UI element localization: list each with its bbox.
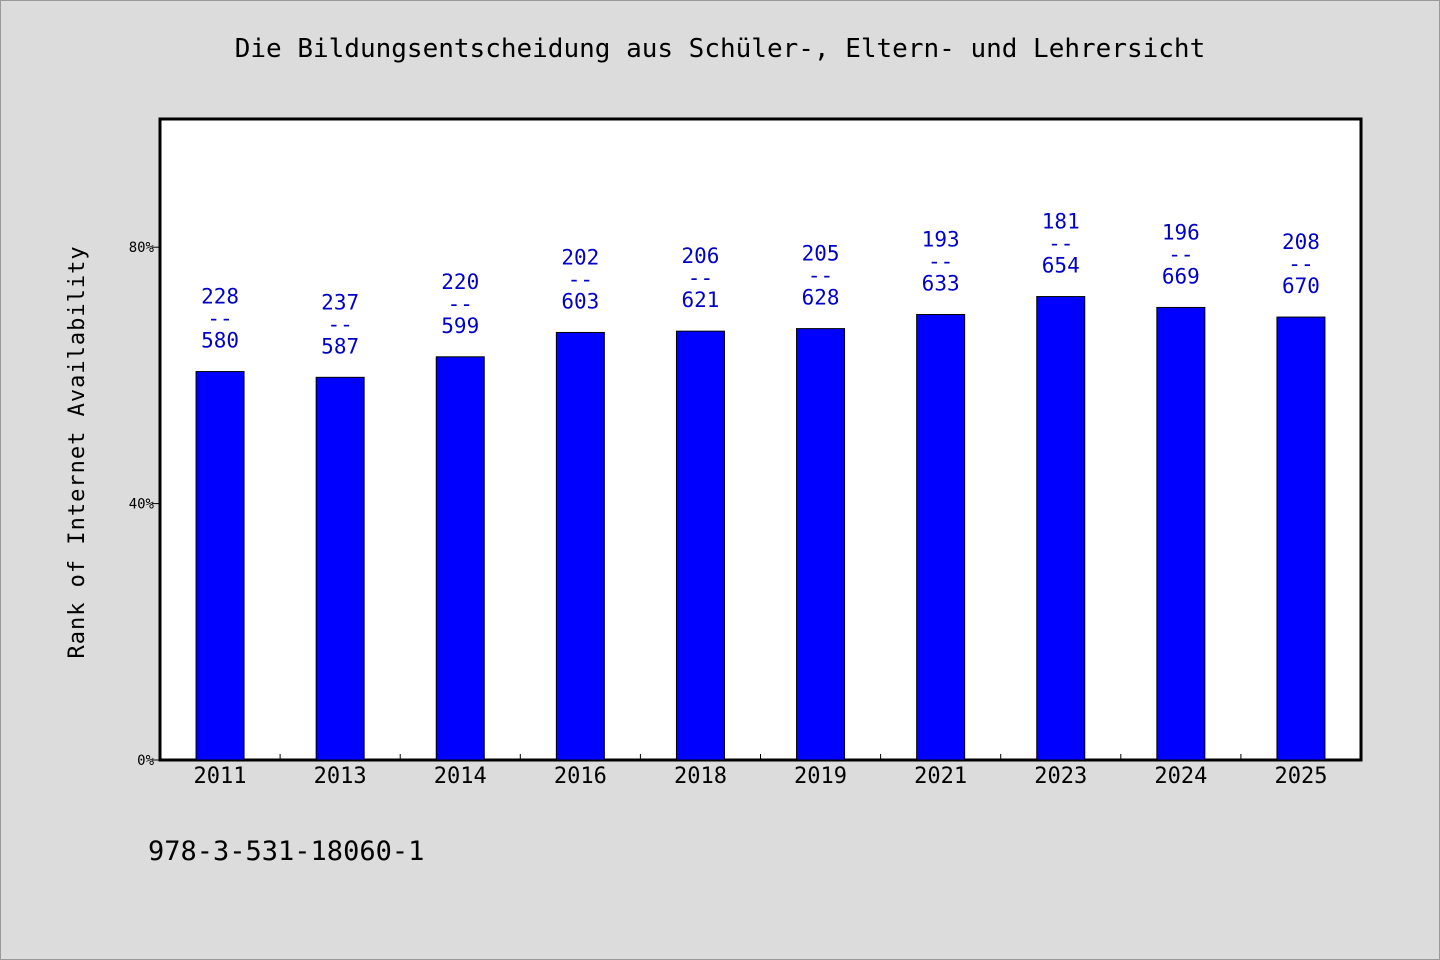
data-label-top: 202	[561, 245, 599, 269]
data-label-separator: --	[1048, 232, 1073, 256]
data-label-top: 181	[1042, 210, 1080, 234]
data-label-separator: --	[688, 266, 713, 290]
data-label-bottom: 633	[922, 272, 960, 296]
data-label-top: 237	[321, 290, 359, 314]
data-label-separator: --	[568, 267, 593, 291]
x-tick-label: 2011	[194, 764, 247, 789]
bar	[796, 328, 846, 761]
data-label-bottom: 670	[1282, 274, 1320, 298]
bar	[675, 330, 725, 761]
bar	[555, 331, 605, 761]
value-labels: 228--580237--587220--599202--603206--621…	[201, 210, 1320, 359]
x-tick-label: 2016	[554, 764, 607, 789]
data-label-separator: --	[928, 250, 953, 274]
data-label-top: 196	[1162, 220, 1200, 244]
y-tick-label: 0%	[137, 753, 154, 769]
bar	[1276, 316, 1326, 761]
data-label-separator: --	[808, 264, 833, 288]
data-label-separator: --	[207, 307, 232, 331]
x-tick-label: 2018	[674, 764, 727, 789]
data-label-bottom: 587	[321, 334, 359, 358]
y-axis-label: Rank of Internet Availability	[65, 245, 90, 658]
bar	[435, 356, 485, 761]
data-label-top: 205	[802, 242, 840, 266]
data-label-bottom: 603	[561, 289, 599, 313]
y-tick-label: 40%	[129, 497, 155, 513]
x-tick-label: 2023	[1034, 764, 1087, 789]
isbn-text: 978-3-531-18060-1	[148, 836, 425, 867]
y-tick-label: 80%	[129, 240, 155, 256]
x-tick-label: 2021	[914, 764, 967, 789]
data-label-bottom: 621	[681, 288, 719, 312]
bar	[916, 314, 966, 761]
chart-title: Die Bildungsentscheidung aus Schüler-, E…	[234, 34, 1206, 64]
data-label-top: 193	[922, 228, 960, 252]
data-label-bottom: 654	[1042, 254, 1080, 278]
data-label-separator: --	[448, 292, 473, 316]
x-axis: 2011 2013 2014 2016 2018 2019 2021 2023 2024 2025	[194, 754, 1327, 789]
x-tick-label: 2019	[794, 764, 847, 789]
x-tick-label: 2014	[434, 764, 487, 789]
data-label-bottom: 669	[1162, 264, 1200, 288]
data-label-top: 206	[681, 244, 719, 268]
bar	[195, 371, 245, 761]
data-label-bottom: 580	[201, 329, 239, 353]
data-label-top: 220	[441, 270, 479, 294]
data-label-separator: --	[1288, 252, 1313, 276]
data-label-bottom: 628	[802, 286, 840, 310]
y-axis: 0% 40% 80%	[129, 240, 160, 769]
data-label-separator: --	[328, 312, 353, 336]
x-tick-label: 2013	[314, 764, 367, 789]
data-label-top: 208	[1282, 230, 1320, 254]
data-label-bottom: 599	[441, 314, 479, 338]
bar	[1156, 306, 1206, 761]
data-label-top: 228	[201, 285, 239, 309]
x-tick-label: 2025	[1274, 764, 1327, 789]
bars	[195, 296, 1326, 761]
x-tick-label: 2024	[1154, 764, 1207, 789]
data-label-separator: --	[1168, 242, 1193, 266]
bar	[1036, 296, 1086, 761]
bar	[315, 376, 365, 761]
